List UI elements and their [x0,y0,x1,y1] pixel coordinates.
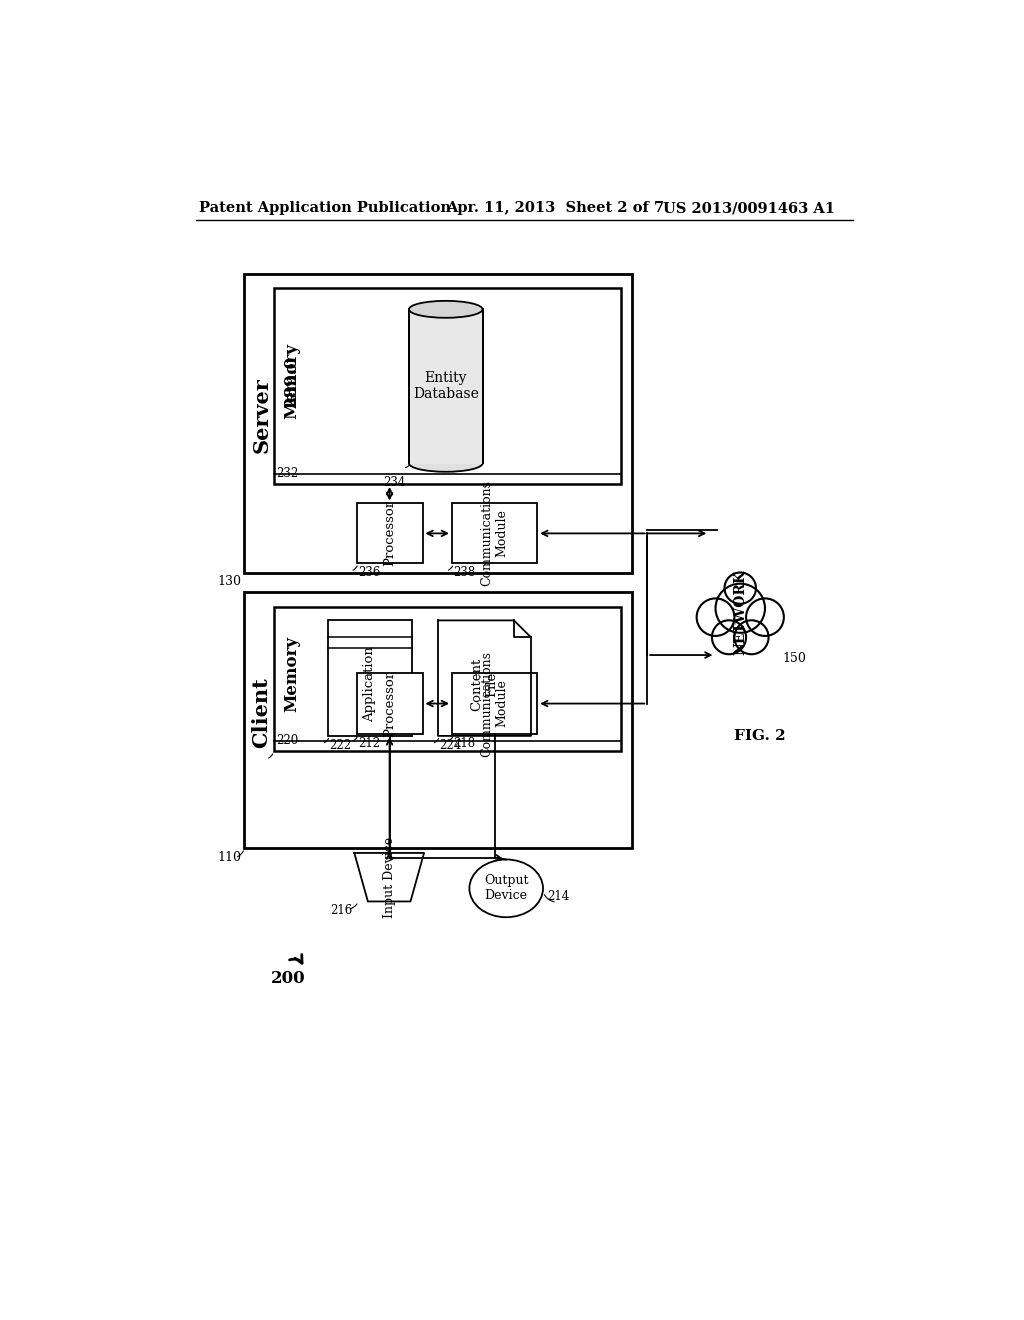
Text: 218: 218 [454,738,475,751]
Text: US 2013/0091463 A1: US 2013/0091463 A1 [663,202,835,215]
Text: Content
File: Content File [470,657,499,711]
Text: Communications
Module: Communications Module [480,651,509,756]
Text: Patent Application Publication: Patent Application Publication [200,202,452,215]
Bar [245,275,632,573]
Text: Application: Application [364,647,376,722]
Text: 234: 234 [383,475,406,488]
Bar [410,309,481,465]
Bar [356,503,423,564]
Text: Server: Server [251,378,271,454]
Text: 212: 212 [358,738,380,751]
Text: Processor: Processor [383,671,396,737]
Bar [452,503,538,564]
Circle shape [696,598,734,636]
Text: 222: 222 [330,739,351,752]
Text: 224: 224 [439,739,462,752]
Text: 232: 232 [276,467,298,480]
Circle shape [712,620,746,655]
Circle shape [746,598,783,636]
Text: Apr. 11, 2013  Sheet 2 of 7: Apr. 11, 2013 Sheet 2 of 7 [445,202,664,215]
Text: 130: 130 [218,576,242,587]
Circle shape [725,573,756,603]
Polygon shape [438,620,531,737]
Ellipse shape [409,455,482,471]
Bar [409,309,482,463]
Text: Communications
Module: Communications Module [480,480,509,586]
Text: 238: 238 [454,566,476,579]
Text: 236: 236 [358,566,381,579]
Text: 216: 216 [330,904,352,917]
Text: 110: 110 [218,850,242,863]
Bar [245,591,632,849]
Text: Client: Client [251,677,271,748]
Bar [328,620,412,737]
Text: 289.0: 289.0 [283,355,300,407]
Text: 200: 200 [271,970,306,987]
Text: 150: 150 [783,652,807,665]
Bar [273,288,621,484]
Text: Processor: Processor [383,500,396,566]
Text: NETWORK: NETWORK [733,570,748,655]
Text: 220: 220 [276,734,298,747]
Text: Memory: Memory [283,635,300,711]
Polygon shape [354,853,424,902]
Bar [356,673,423,734]
Bar [273,607,621,751]
Text: FIG. 2: FIG. 2 [734,729,785,743]
Text: 214: 214 [547,890,569,903]
Circle shape [716,583,765,632]
Bar [452,673,538,734]
Circle shape [734,620,769,655]
Text: Memory: Memory [283,343,300,418]
Ellipse shape [469,859,543,917]
Ellipse shape [409,301,482,318]
Text: Entity
Database: Entity Database [413,371,478,401]
Text: Output
Device: Output Device [484,874,528,903]
Text: Input Device: Input Device [383,837,395,917]
